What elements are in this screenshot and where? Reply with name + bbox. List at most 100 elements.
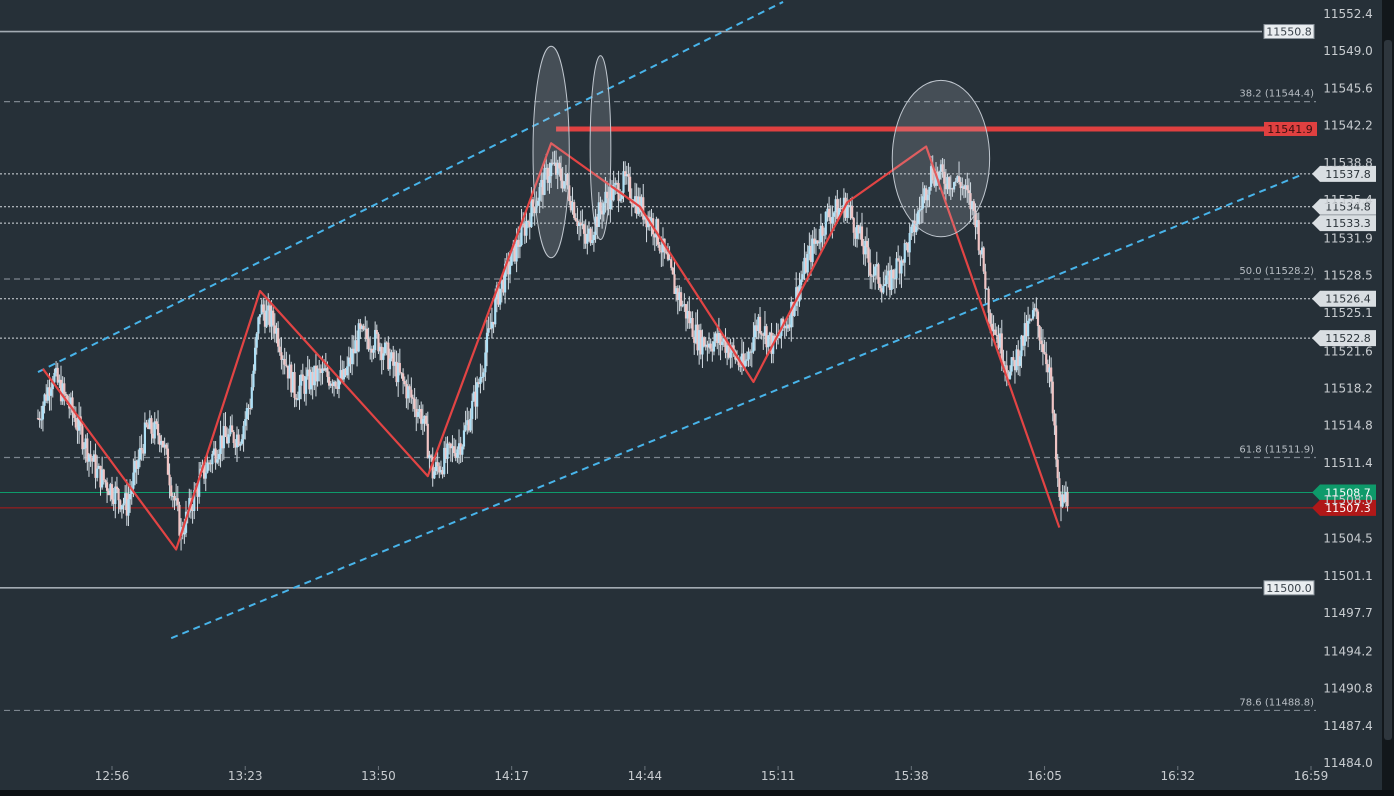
bull-candle [482, 372, 485, 377]
bear-candle [86, 438, 89, 462]
bull-candle [252, 370, 255, 388]
bear-candle [760, 333, 763, 335]
bear-candle [1012, 357, 1015, 361]
bull-candle [893, 278, 896, 280]
bear-candle [301, 374, 304, 381]
bear-candle [1051, 381, 1054, 414]
bull-candle [476, 382, 479, 407]
bear-candle [601, 210, 604, 215]
bull-candle [683, 304, 686, 306]
bull-candle [842, 197, 845, 209]
bear-candle [906, 243, 910, 253]
price-axis[interactable]: 11552.4 11549.0 11545.6 11542.2 11538.8 11535… [1323, 7, 1373, 770]
bear-candle [739, 365, 742, 368]
bull-candle [818, 242, 821, 244]
bear-candle [688, 310, 691, 324]
bull-candle [726, 345, 729, 353]
bull-candle [721, 341, 724, 345]
bear-candle [214, 448, 217, 463]
bear-candle [66, 395, 69, 405]
price-tick-label: 11484.0 [1323, 756, 1373, 770]
bear-candle [367, 338, 370, 350]
bear-candle [711, 348, 714, 352]
bull-candle [127, 499, 130, 516]
bull-candle [874, 266, 877, 276]
price-tick-label: 11521.6 [1323, 344, 1373, 358]
bull-candle [757, 316, 760, 331]
bull-candle [808, 245, 811, 255]
price-tick-label: 11497.7 [1323, 606, 1373, 620]
bear-candle [1063, 494, 1066, 502]
bear-candle [474, 391, 477, 407]
bear-candle [610, 187, 614, 201]
bull-candle [1015, 349, 1018, 371]
bear-candle [522, 223, 525, 225]
bear-candle [102, 469, 105, 481]
bear-candle [696, 324, 699, 351]
bull-candle [217, 453, 221, 460]
bull-candle [193, 490, 196, 511]
price-tick-label: 11504.5 [1323, 532, 1373, 546]
time-axis[interactable]: 12:56 13:23 13:50 14:17 14:44 15:11 15:38 16:05… [95, 766, 1329, 783]
bear-candle [45, 394, 48, 401]
bull-candle [553, 162, 556, 164]
bull-candle [464, 425, 467, 431]
price-tick-label: 11538.8 [1323, 156, 1373, 170]
bear-candle [1007, 373, 1010, 379]
bull-candle [388, 358, 392, 370]
bear-candle [115, 486, 119, 490]
bull-candle [503, 263, 507, 293]
bear-candle [63, 383, 66, 394]
bear-candle [400, 372, 403, 374]
scrollbar-thumb[interactable] [1384, 40, 1392, 740]
bear-candle [56, 367, 59, 383]
bull-candle [594, 216, 597, 235]
bear-candle [573, 202, 576, 219]
bull-candle [587, 228, 591, 234]
price-tags: 11550.8 11500.0 11541.9 11537.8 11534.8 11533… [1263, 24, 1376, 596]
bear-candle [319, 368, 322, 374]
bull-candle [885, 275, 888, 285]
bull-candle [614, 182, 617, 185]
bull-candle [752, 337, 755, 352]
bull-candle [423, 415, 426, 419]
bear-candle [341, 370, 344, 380]
bear-candle [869, 262, 872, 276]
horizontal-lines [0, 30, 1316, 589]
bull-candle [722, 338, 725, 342]
bear-candle [74, 417, 77, 428]
bull-candle [397, 362, 400, 383]
price-tick-label: 11552.4 [1323, 7, 1373, 21]
bull-candle [681, 305, 684, 307]
bull-candle [811, 238, 814, 262]
bull-candle [469, 418, 472, 431]
bear-candle [420, 409, 423, 424]
bear-candle [1053, 413, 1056, 426]
bull-candle [915, 223, 918, 233]
bull-candle [245, 408, 248, 420]
bull-candle [740, 353, 744, 368]
axis-price-tag [1312, 165, 1376, 182]
bull-candle [332, 381, 336, 386]
bull-candle [929, 166, 933, 187]
axis-price-tag [1312, 215, 1376, 232]
bear-candle [576, 220, 579, 227]
bear-candle [627, 174, 630, 177]
bull-candle [910, 226, 913, 233]
bull-candle [592, 234, 596, 241]
bear-candle [178, 504, 181, 536]
bull-candle [1020, 335, 1023, 357]
highlight-ellipse [589, 55, 612, 241]
time-tick-label: 15:38 [894, 769, 929, 783]
bear-candle [541, 179, 545, 195]
bull-candle [484, 352, 487, 373]
bear-candle [318, 368, 321, 370]
bull-candle [923, 188, 926, 197]
bull-candle [921, 196, 924, 209]
resistance-label: 11541.9 [1267, 123, 1313, 136]
bear-candle [941, 164, 944, 172]
bull-candle [109, 484, 112, 496]
bear-candle [995, 334, 998, 336]
bear-candle [328, 376, 331, 386]
